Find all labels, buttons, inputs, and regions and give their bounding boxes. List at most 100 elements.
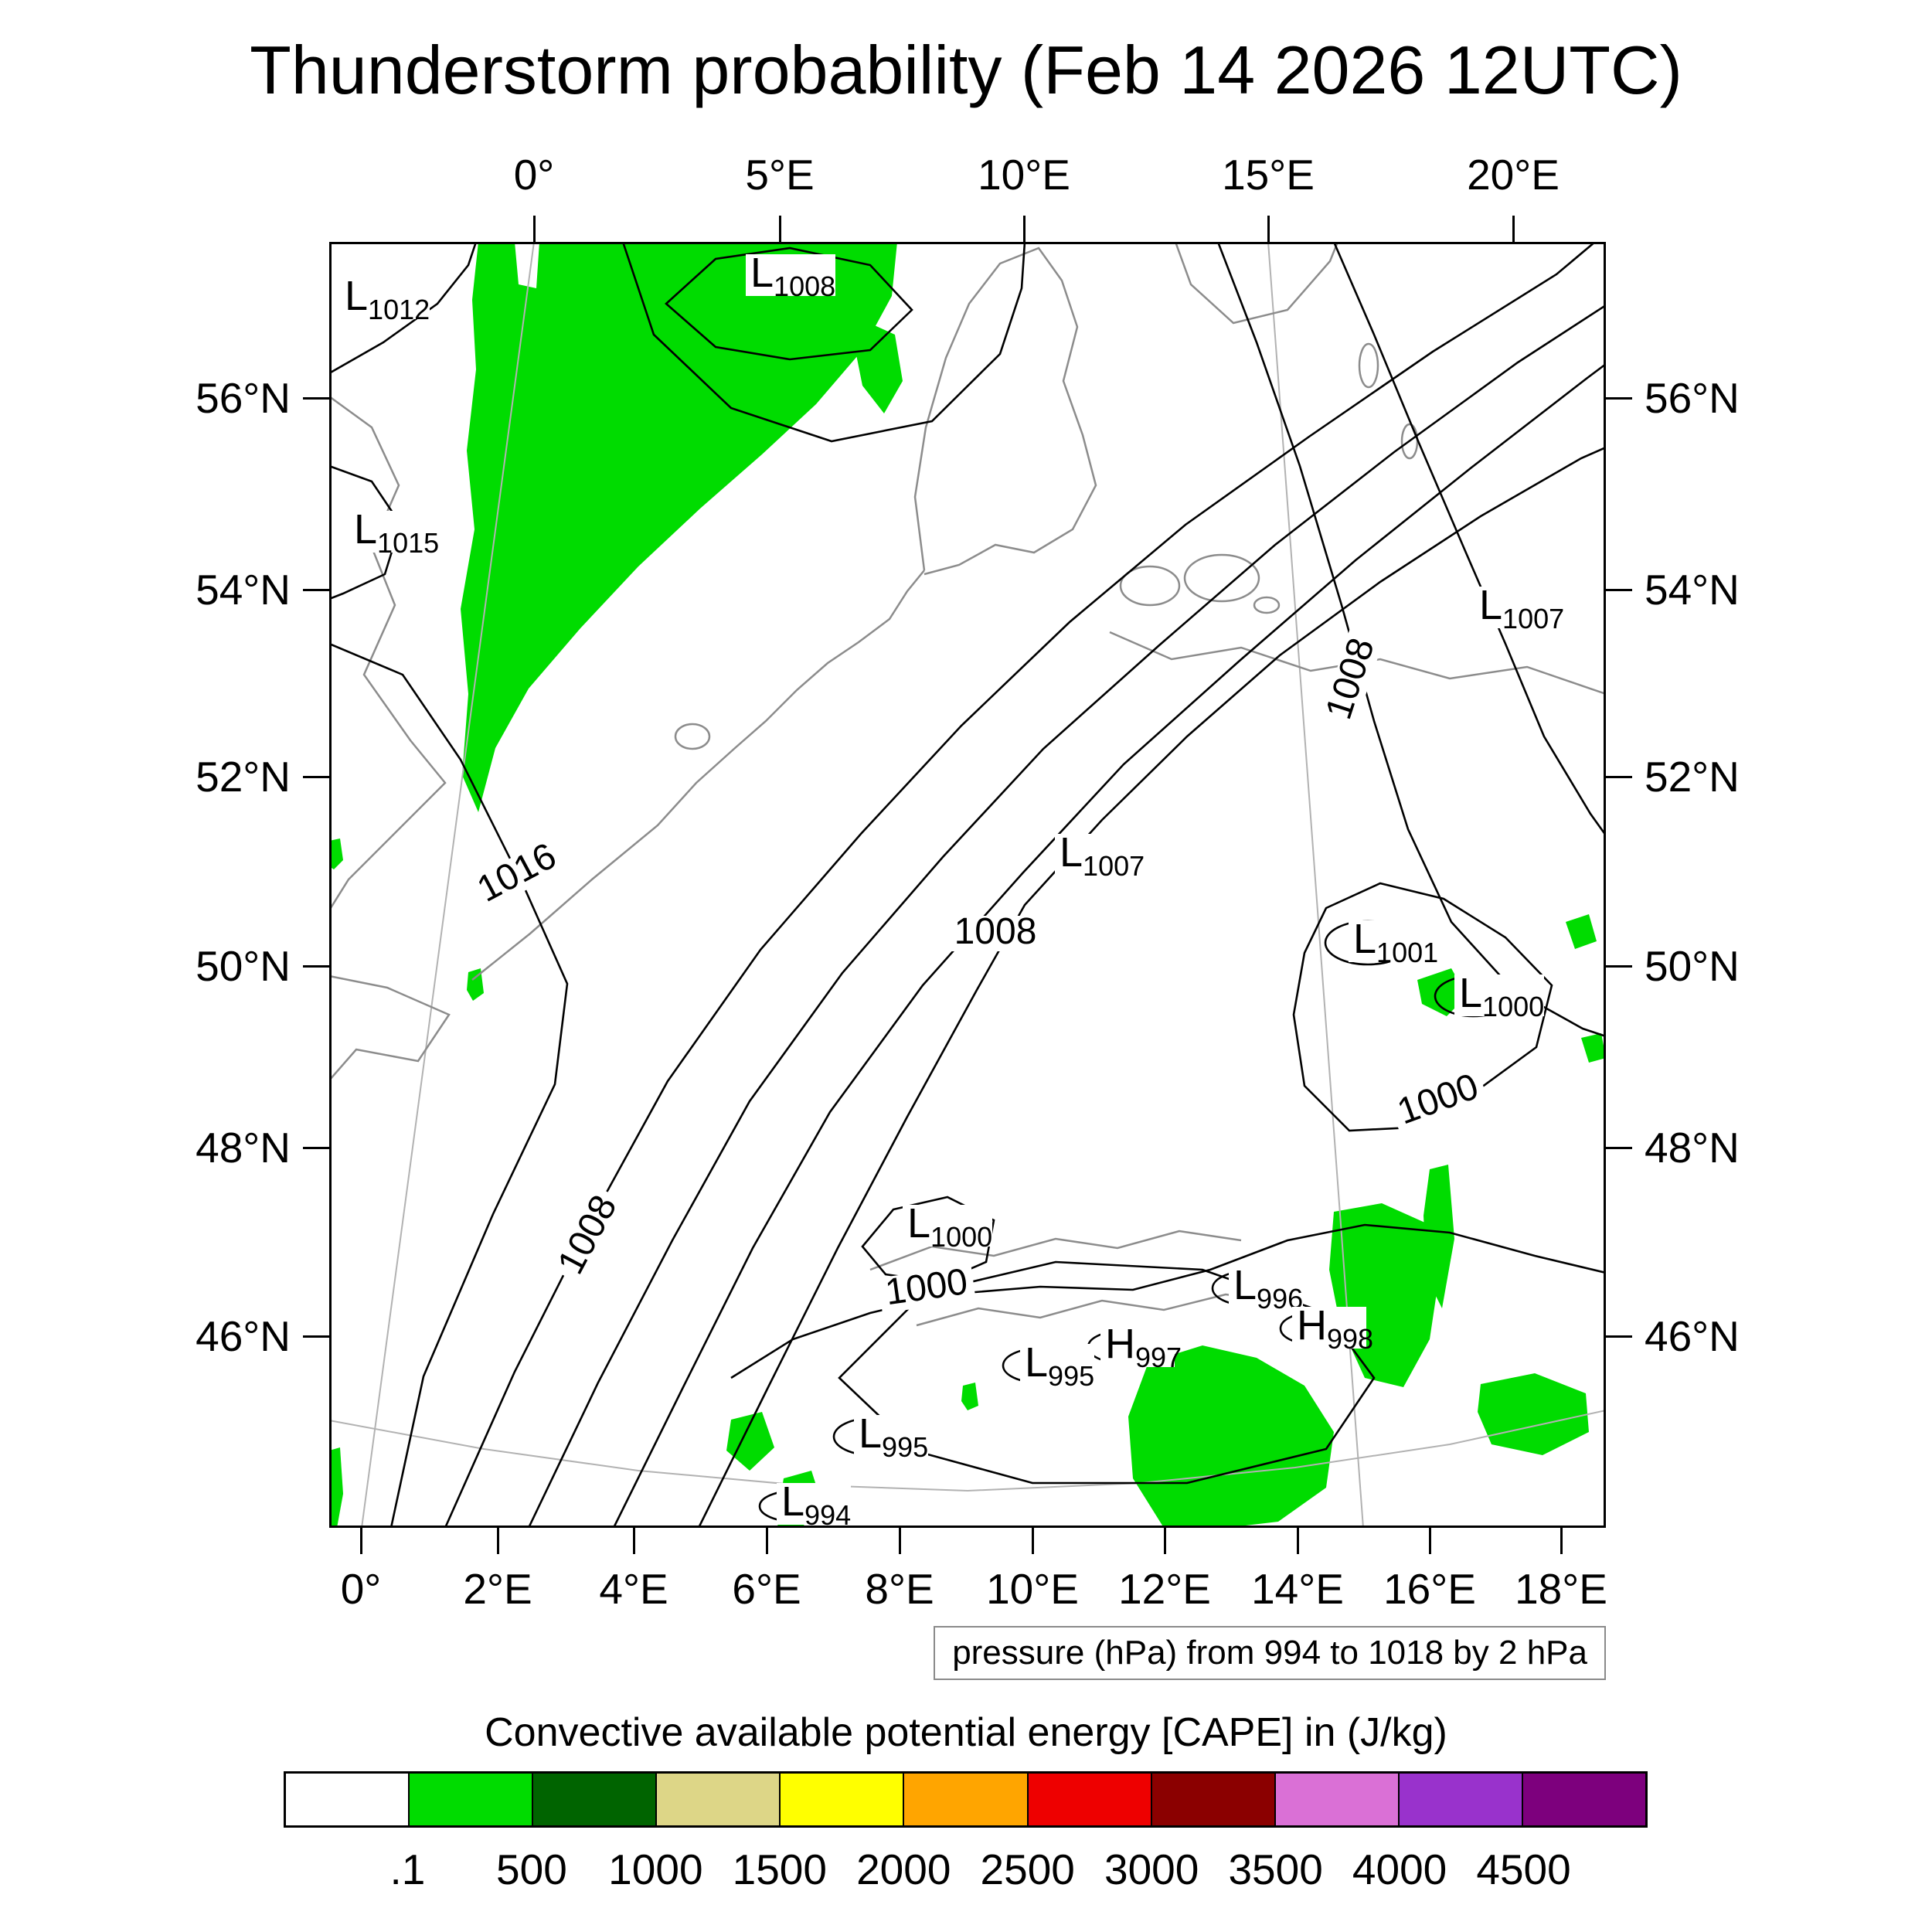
left-axis-tick: [303, 1335, 329, 1338]
bottom-axis-label: 8°E: [865, 1565, 934, 1613]
colorbar-segment: [1397, 1774, 1522, 1825]
left-axis-label: 48°N: [196, 1124, 291, 1172]
colorbar-tick-label: 2500: [980, 1845, 1075, 1893]
isobar-label: 1008: [948, 911, 1043, 952]
bottom-axis-tick: [899, 1528, 901, 1554]
pressure-center-low: L1000: [903, 1200, 992, 1253]
isobar-contour: [697, 446, 1606, 1528]
cape-region: [1478, 1373, 1589, 1455]
coastline: [1183, 553, 1260, 603]
bottom-axis-label: 6°E: [732, 1565, 801, 1613]
top-axis-tick: [1023, 216, 1026, 242]
isobar-contour: [527, 304, 1606, 1528]
colorbar-segment: [1274, 1774, 1398, 1825]
colorbar-segment: [655, 1774, 780, 1825]
left-axis-label: 52°N: [196, 753, 291, 801]
bottom-axis-tick: [1429, 1528, 1431, 1554]
page-title: Thunderstorm probability (Feb 14 2026 12…: [250, 32, 1682, 108]
colorbar-tick-label: 500: [496, 1845, 567, 1893]
pressure-caption: pressure (hPa) from 994 to 1018 by 2 hPa: [934, 1626, 1606, 1680]
cape-region: [726, 1412, 774, 1471]
right-axis-label: 48°N: [1645, 1124, 1740, 1172]
graticule-line: [361, 242, 535, 1528]
svg-text:1000: 1000: [1392, 1066, 1483, 1132]
left-axis-tick: [303, 397, 329, 400]
colorbar-tick-label: .1: [389, 1845, 426, 1893]
right-axis-tick: [1606, 965, 1632, 968]
pressure-center-low: L1007: [1475, 582, 1564, 634]
isobar-label: 1000: [1388, 1066, 1489, 1134]
colorbar-tick-label: 1500: [732, 1845, 827, 1893]
right-axis-tick: [1606, 776, 1632, 778]
right-axis-tick: [1606, 1335, 1632, 1338]
isobar-contour: [730, 1223, 1606, 1379]
colorbar-tick-label: 4500: [1476, 1845, 1571, 1893]
isobar-contour: [612, 362, 1606, 1528]
coastline: [329, 395, 447, 911]
pressure-center-low: L995: [1020, 1339, 1094, 1392]
bottom-axis-label: 18°E: [1515, 1565, 1607, 1613]
graticule-line: [329, 1410, 1606, 1492]
left-axis-tick: [303, 1147, 329, 1149]
colorbar-tick-label: 2000: [856, 1845, 951, 1893]
top-axis-tick: [1512, 216, 1515, 242]
coastline: [1358, 342, 1379, 389]
top-axis-label: 10°E: [978, 151, 1070, 199]
right-axis-tick: [1606, 1147, 1632, 1149]
bottom-axis-label: 0°: [340, 1565, 382, 1613]
svg-text:1000: 1000: [883, 1261, 970, 1313]
colorbar-segment: [1521, 1774, 1646, 1825]
pressure-center-low: L1012: [340, 273, 430, 325]
pressure-center-low: L1000: [1454, 970, 1544, 1022]
pressure-center-low: L995: [854, 1410, 928, 1463]
coastline: [916, 1293, 1288, 1327]
bottom-axis-tick: [497, 1528, 499, 1554]
colorbar-segment: [408, 1774, 532, 1825]
right-axis-tick: [1606, 397, 1632, 400]
bottom-axis-label: 14°E: [1251, 1565, 1344, 1613]
isobar-contour: [621, 242, 1026, 443]
colorbar-tick-label: 1000: [608, 1845, 703, 1893]
top-axis-tick: [1267, 216, 1270, 242]
isobar-contour: [329, 242, 478, 375]
bottom-axis-label: 16°E: [1383, 1565, 1476, 1613]
colorbar-segment: [779, 1774, 903, 1825]
pressure-center-low: L994: [777, 1478, 851, 1528]
colorbar-segment: [1150, 1774, 1274, 1825]
coastline: [913, 247, 1097, 576]
isobar-contour: [838, 1260, 1376, 1485]
bottom-axis-tick: [360, 1528, 362, 1554]
svg-text:1008: 1008: [954, 911, 1037, 952]
coastline: [1119, 565, 1181, 607]
cape-region: [329, 1447, 343, 1528]
coastline: [471, 570, 925, 981]
cape-region: [1566, 914, 1597, 949]
cape-region: [461, 242, 897, 812]
left-axis-tick: [303, 776, 329, 778]
isobar-label: 1008: [1318, 628, 1384, 730]
right-axis-label: 46°N: [1645, 1312, 1740, 1360]
pressure-center-low: L1007: [1055, 829, 1145, 882]
colorbar-title: Convective available potential energy [C…: [485, 1710, 1447, 1755]
isobar-contour: [329, 642, 569, 1528]
colorbar-tick-label: 3000: [1104, 1845, 1199, 1893]
bottom-axis-tick: [1164, 1528, 1166, 1554]
top-axis-label: 15°E: [1222, 151, 1315, 199]
bottom-axis-tick: [766, 1528, 768, 1554]
bottom-axis-tick: [633, 1528, 635, 1554]
coastline: [674, 723, 711, 750]
colorbar-tick-label: 3500: [1228, 1845, 1323, 1893]
svg-text:1008: 1008: [1318, 633, 1383, 724]
left-axis-label: 54°N: [196, 566, 291, 614]
right-axis-tick: [1606, 589, 1632, 591]
colorbar-segment: [532, 1774, 656, 1825]
top-axis-label: 20°E: [1467, 151, 1560, 199]
right-axis-label: 56°N: [1645, 374, 1740, 422]
top-axis-label: 0°: [513, 151, 555, 199]
left-axis-label: 56°N: [196, 374, 291, 422]
right-axis-label: 52°N: [1645, 753, 1740, 801]
colorbar-segment: [286, 1774, 409, 1825]
cape-region: [467, 968, 484, 1001]
pressure-center-high: H997: [1100, 1321, 1182, 1373]
svg-text:1008: 1008: [550, 1189, 625, 1281]
